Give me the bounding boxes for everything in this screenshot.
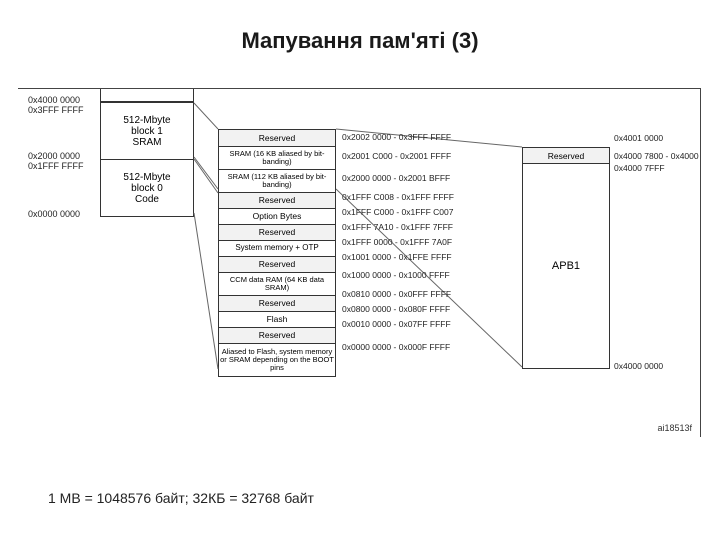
detail-row-7: Reserved xyxy=(218,257,336,273)
left-block-sram: 512-Mbyteblock 1SRAM xyxy=(100,102,194,160)
slide-title: Мапування пам'яті (3) xyxy=(0,28,720,54)
detail-addr-6: 0x1FFF 0000 - 0x1FFF 7A0F xyxy=(342,237,452,247)
memory-map-diagram: 512-Mbyteblock 1SRAM 512-Mbyteblock 0Cod… xyxy=(18,88,701,437)
detail-row-8: CCM data RAM (64 KB data SRAM) xyxy=(218,273,336,296)
left-column: 512-Mbyteblock 1SRAM 512-Mbyteblock 0Cod… xyxy=(100,89,194,217)
detail-row-9: Reserved xyxy=(218,296,336,312)
footer-note: 1 MB = 1048576 байт; 32КБ = 32768 байт xyxy=(48,490,314,506)
detail-addr-5: 0x1FFF 7A10 - 0x1FFF 7FFF xyxy=(342,222,453,232)
right-addr-2: 0x4000 7FFF xyxy=(614,163,665,173)
detail-addr-8: 0x1000 0000 - 0x1000 FFFF xyxy=(342,270,450,280)
left-block-code: 512-Mbyteblock 0Code xyxy=(100,160,194,217)
slide: { "title": { "text": "Мапування пам'яті … xyxy=(0,0,720,540)
detail-row-10: Flash xyxy=(218,312,336,328)
detail-addr-11: 0x0010 0000 - 0x07FF FFFF xyxy=(342,319,451,329)
detail-row-11: Reserved xyxy=(218,328,336,344)
detail-addr-7: 0x1001 0000 - 0x1FFE FFFF xyxy=(342,252,452,262)
detail-addr-0: 0x2002 0000 - 0x3FFF FFFF xyxy=(342,132,451,142)
detail-addr-3: 0x1FFF C008 - 0x1FFF FFFF xyxy=(342,192,454,202)
detail-row-5: Reserved xyxy=(218,225,336,241)
detail-row-4: Option Bytes xyxy=(218,209,336,225)
detail-stack: ReservedSRAM (16 KB aliased by bit-bandi… xyxy=(218,129,336,377)
right-addr-3: 0x4000 0000 xyxy=(614,361,663,371)
addr-0x0000-0000: 0x0000 0000 xyxy=(28,209,80,219)
detail-row-6: System memory + OTP xyxy=(218,241,336,257)
detail-row-12: Aliased to Flash, system memory or SRAM … xyxy=(218,344,336,377)
detail-addr-2: 0x2000 0000 - 0x2001 BFFF xyxy=(342,173,450,183)
right-apb1-block: APB1 xyxy=(522,163,610,369)
detail-row-1: SRAM (16 KB aliased by bit-banding) xyxy=(218,147,336,170)
addr-0x2000-0000: 0x2000 0000 xyxy=(28,151,80,161)
detail-addr-9: 0x0810 0000 - 0x0FFF FFFF xyxy=(342,289,451,299)
detail-addr-4: 0x1FFF C000 - 0x1FFF C007 xyxy=(342,207,453,217)
detail-row-3: Reserved xyxy=(218,193,336,209)
detail-addr-1: 0x2001 C000 - 0x2001 FFFF xyxy=(342,151,451,161)
detail-addr-10: 0x0800 0000 - 0x080F FFFF xyxy=(342,304,450,314)
right-addr-1: 0x4000 7800 - 0x4000 FFFF xyxy=(614,151,701,161)
detail-addr-12: 0x0000 0000 - 0x000F FFFF xyxy=(342,342,450,352)
addr-0x3fff-ffff: 0x3FFF FFFF xyxy=(28,105,84,115)
left-block-clipped xyxy=(100,88,194,102)
detail-row-2: SRAM (112 KB aliased by bit-banding) xyxy=(218,170,336,193)
addr-0x1fff-ffff: 0x1FFF FFFF xyxy=(28,161,84,171)
detail-row-0: Reserved xyxy=(218,129,336,147)
diagram-tag: ai18513f xyxy=(657,423,692,433)
addr-0x4000-0000: 0x4000 0000 xyxy=(28,95,80,105)
right-addr-0: 0x4001 0000 xyxy=(614,133,663,143)
